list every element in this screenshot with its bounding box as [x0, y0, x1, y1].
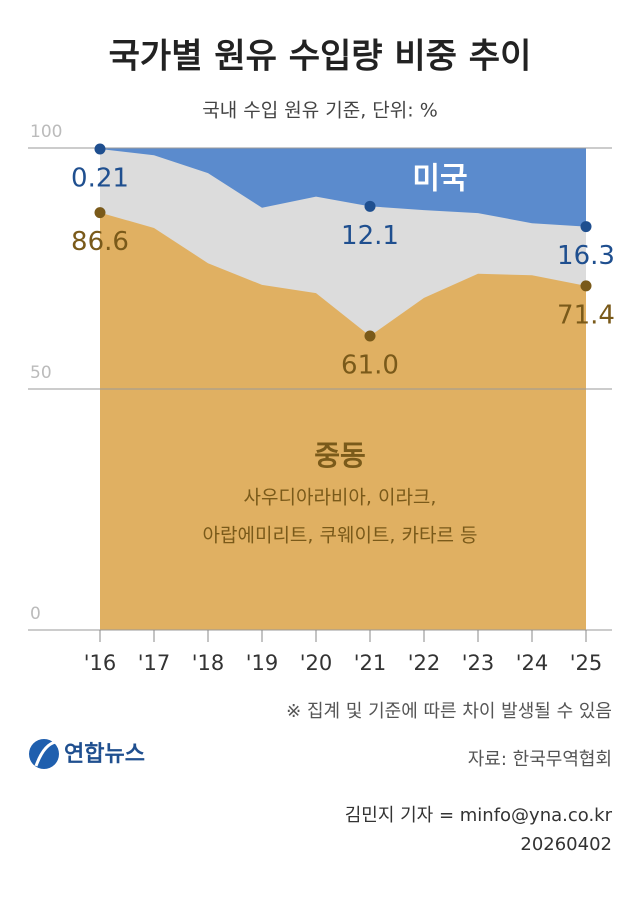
value-label: 61.0	[341, 350, 399, 380]
footnote: ※ 집계 및 기준에 따른 차이 발생될 수 있음	[286, 701, 612, 722]
x-tick-label: '18	[192, 651, 225, 675]
date: 20260402	[520, 834, 612, 855]
logo-text: 연합뉴스	[64, 741, 145, 767]
series-note: 사우디아라비아, 이라크,	[244, 487, 437, 509]
x-tick-label: '21	[354, 651, 387, 675]
x-tick-label: '19	[246, 651, 279, 675]
series-note: 아랍에미리트, 쿠웨이트, 카타르 등	[203, 525, 478, 547]
x-tick-label: '16	[84, 651, 117, 675]
plot: 0 50 100 '16 '17 '18 '19 '20 '21 '22 '23 '24 '25 86.6…	[28, 122, 615, 675]
x-tick-label: '22	[408, 651, 441, 675]
value-label: 0.21	[71, 164, 129, 194]
area	[100, 148, 586, 227]
logo-swoosh	[34, 740, 57, 767]
y-tick-label: 0	[30, 604, 41, 624]
x-tick-label: '17	[138, 651, 171, 675]
x-tick-label: '23	[462, 651, 495, 675]
x-tick-label: '20	[300, 651, 333, 675]
y-tick-label: 100	[30, 122, 62, 142]
chart-title: 국가별 원유 수입량 비중 추이	[109, 37, 532, 77]
point	[94, 143, 106, 155]
area	[100, 212, 586, 630]
point	[580, 221, 592, 233]
source: 자료: 한국무역협회	[468, 749, 612, 770]
value-label: 71.4	[557, 300, 615, 330]
point	[364, 330, 376, 342]
series-label: 중동	[314, 439, 366, 472]
point	[94, 207, 106, 219]
x-tick-label: '24	[516, 651, 549, 675]
x-tick-label: '25	[570, 651, 603, 675]
value-label: 16.3	[557, 241, 615, 271]
value-label: 12.1	[341, 221, 399, 251]
point	[580, 280, 592, 292]
series-label: 미국	[412, 162, 467, 197]
value-label: 86.6	[71, 227, 129, 257]
chart-subtitle: 국내 수입 원유 기준, 단위: %	[202, 100, 438, 122]
point	[364, 200, 376, 212]
y-tick-label: 50	[30, 363, 52, 383]
credit: 김민지 기자 = minfo@yna.co.kr	[345, 805, 613, 826]
